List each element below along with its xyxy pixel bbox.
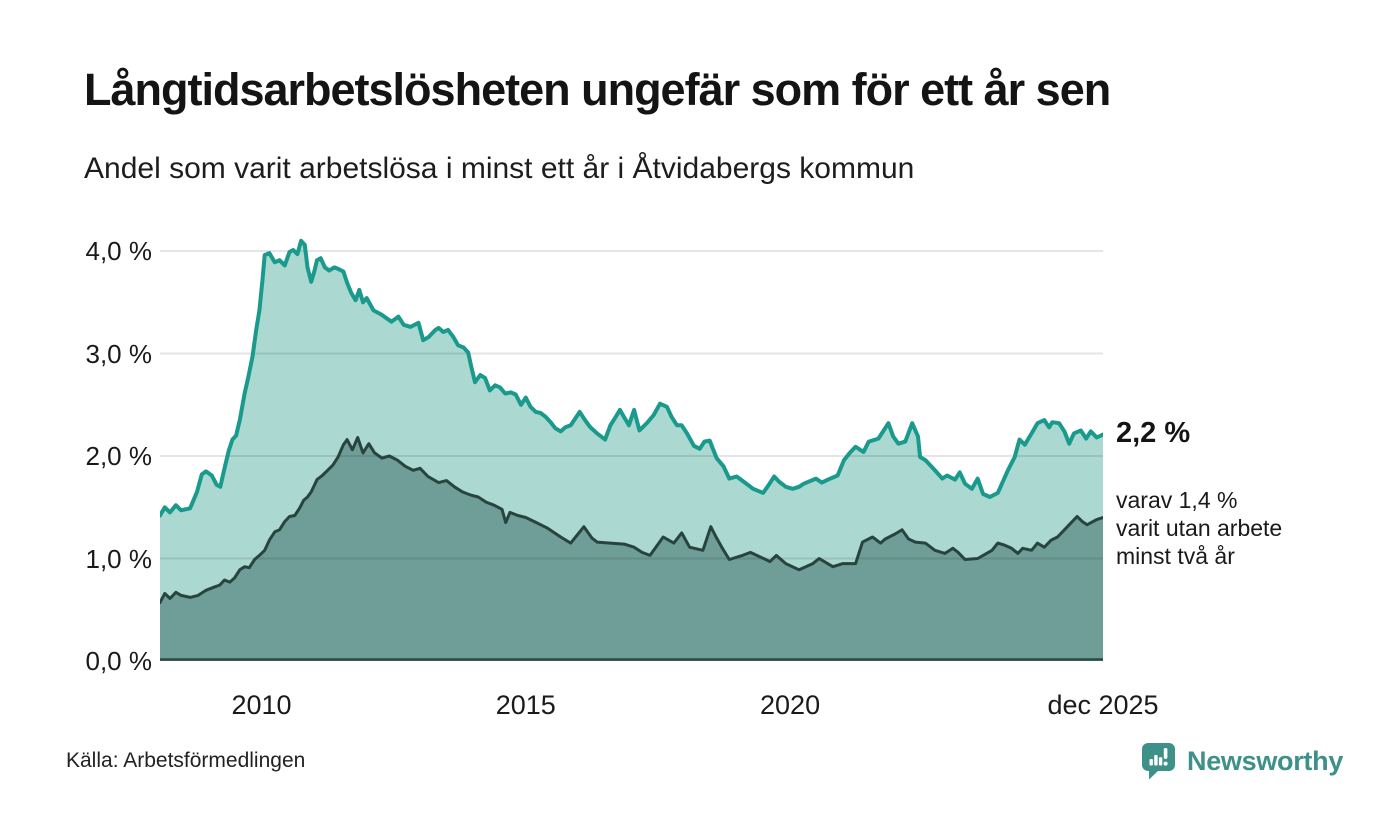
x-tick-label: 2010 bbox=[231, 690, 292, 720]
y-tick-label: 2,0 % bbox=[85, 441, 153, 471]
source-caption: Källa: Arbetsförmedlingen bbox=[66, 749, 306, 772]
latest-value-label: 2,2 % bbox=[1116, 417, 1191, 449]
page-title: Långtidsarbetslösheten ungefär som för e… bbox=[84, 64, 1111, 115]
series-line-1 bbox=[160, 238, 1103, 518]
x-tick-label: 2020 bbox=[760, 690, 821, 720]
newsworthy-bubble-icon bbox=[1142, 743, 1175, 780]
series-line-2 bbox=[160, 436, 1103, 605]
chart-series-lines bbox=[160, 238, 1103, 605]
y-tick-label: 1,0 % bbox=[85, 543, 153, 574]
y-tick-label: 0,0 % bbox=[85, 646, 153, 676]
brand-logo: Newsworthy bbox=[1140, 741, 1343, 782]
secondary-series-note: varav 1,4 % varit utan arbete minst två … bbox=[1116, 487, 1283, 569]
y-tick-label: 4,0 % bbox=[85, 236, 153, 266]
chart-areas bbox=[160, 240, 1103, 662]
x-tick-label: dec 2025 bbox=[1047, 690, 1159, 720]
series-area-2 bbox=[160, 437, 1103, 661]
x-tick-label: 2015 bbox=[495, 690, 556, 720]
area-chart bbox=[160, 238, 1103, 662]
chart-subtitle: Andel som varit arbetslösa i minst ett å… bbox=[84, 152, 915, 185]
y-tick-label: 3,0 % bbox=[85, 338, 153, 369]
chart-gridlines bbox=[160, 250, 1103, 560]
brand-name: Newsworthy bbox=[1187, 746, 1344, 776]
